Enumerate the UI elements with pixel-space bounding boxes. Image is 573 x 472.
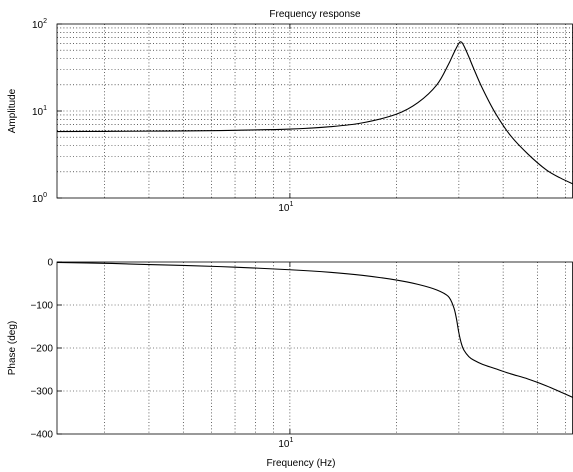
amplitude-curve <box>56 41 573 185</box>
y-tick-label: −400 <box>30 430 53 441</box>
y-grid <box>57 304 573 392</box>
y-grid <box>57 27 573 173</box>
x-tick-label-base: 10 <box>278 439 290 450</box>
y-axis-label: Phase (deg) <box>7 321 18 375</box>
x-tick-label-exponent: 1 <box>290 437 294 444</box>
y-tick-label-exponent: 2 <box>43 18 47 25</box>
y-tick-label: 101 <box>32 105 47 118</box>
x-axis-label: Frequency (Hz) <box>267 458 336 469</box>
y-tick-label: −300 <box>30 387 53 398</box>
chart-title: Frequency response <box>269 9 361 20</box>
y-tick-label-base: 10 <box>32 107 44 118</box>
y-axis-label: Amplitude <box>7 88 18 133</box>
y-tick-label-base: 10 <box>32 194 44 205</box>
y-tick-label-exponent: 0 <box>43 192 47 199</box>
y-tick-label: 0 <box>47 258 53 269</box>
y-tick-label: −200 <box>30 344 53 355</box>
y-tick-label: 102 <box>32 18 47 31</box>
y-tick-label-base: 10 <box>32 20 44 31</box>
y-tick-label: 100 <box>32 192 47 205</box>
x-axis: 101 <box>278 262 294 450</box>
x-tick-label: 101 <box>278 437 293 450</box>
x-tick-label: 101 <box>278 201 293 214</box>
x-tick-label-base: 10 <box>278 203 290 214</box>
phase-curve <box>56 261 573 398</box>
y-tick-label: −100 <box>30 301 53 312</box>
y-tick-label-exponent: 1 <box>43 105 47 112</box>
x-axis: 101 <box>278 24 294 214</box>
x-tick-label-exponent: 1 <box>290 201 294 208</box>
